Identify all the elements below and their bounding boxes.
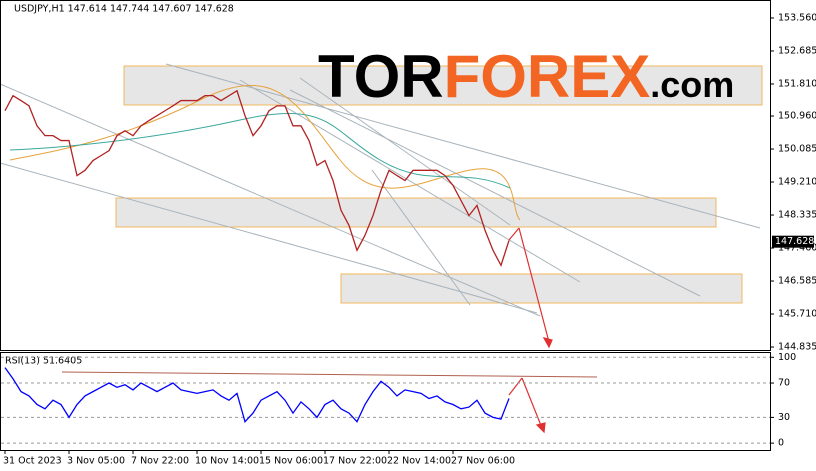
y-tick-label: 147.460	[778, 243, 816, 254]
last-price-label: 147.628	[775, 236, 814, 247]
moving-average	[9, 84, 521, 221]
logo-part: FOREX	[444, 43, 651, 110]
zone	[340, 273, 743, 304]
x-tick-label: 10 Nov 14:00	[195, 456, 259, 467]
y-tick-label: 153.560	[778, 12, 816, 23]
x-tick-label: 27 Nov 06:00	[451, 456, 515, 467]
y-tick-label: 152.685	[778, 45, 816, 56]
price-line	[4, 89, 510, 268]
y-tick-label: 30	[778, 412, 790, 423]
y-tick-label: 151.810	[778, 78, 816, 89]
y-tick-label: 100	[778, 352, 796, 363]
y-tick-label: 150.085	[778, 144, 816, 155]
y-tick-label: 144.835	[778, 342, 816, 353]
forecast-arrows	[508, 227, 553, 434]
trend-lines	[0, 63, 761, 317]
y-tick-label: 150.960	[778, 111, 816, 122]
logo-part: .com	[650, 64, 734, 105]
y-tick-label: 146.585	[778, 276, 816, 287]
x-tick-label: 15 Nov 06:00	[259, 456, 323, 467]
logo-part: TOR	[318, 43, 444, 110]
x-tick-label: 17 Nov 22:00	[323, 456, 387, 467]
rsi-title: RSI(13) 51.6405	[5, 356, 82, 367]
decorations	[0, 0, 771, 451]
main-panel	[0, 0, 771, 351]
x-tick-label: 3 Nov 05:00	[67, 456, 125, 467]
moving-average	[9, 113, 511, 189]
price-line	[4, 367, 510, 423]
rsi-trend-line	[61, 371, 598, 378]
zone	[115, 197, 717, 228]
logo: TORFOREX.com	[318, 43, 734, 110]
rsi-panel	[0, 352, 771, 451]
x-tick-label: 22 Nov 14:00	[387, 456, 451, 467]
chart-title: USDJPY,H1 147.614 147.744 147.607 147.62…	[14, 4, 234, 15]
last-price-box	[772, 235, 814, 248]
x-tick-label: 31 Oct 2023	[3, 456, 62, 467]
y-tick-label: 145.710	[778, 309, 816, 320]
y-tick-label: 149.210	[778, 177, 816, 188]
y-tick-label: 70	[778, 378, 790, 389]
x-tick-label: 7 Nov 22:00	[131, 456, 189, 467]
zone	[123, 65, 763, 106]
y-tick-label: 0	[778, 438, 784, 449]
y-tick-label: 148.335	[778, 210, 816, 221]
